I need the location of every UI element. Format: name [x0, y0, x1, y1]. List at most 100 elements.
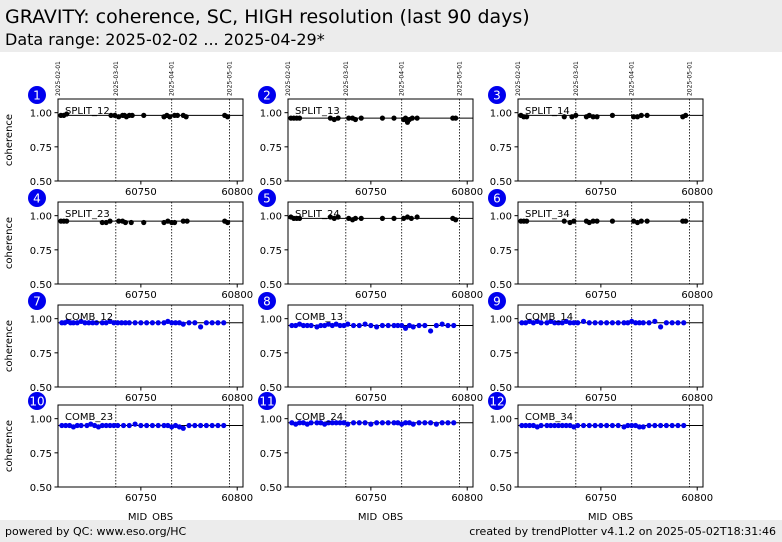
data-point	[122, 219, 129, 226]
y-tick-label: 0.50	[490, 483, 512, 494]
panel-label: COMB_12	[65, 312, 113, 323]
data-point	[638, 218, 644, 224]
data-point	[198, 324, 204, 330]
x-tick-label: 60800	[221, 290, 253, 301]
data-point	[99, 219, 105, 226]
panel-label: SPLIT_24	[295, 209, 340, 220]
data-point	[103, 422, 109, 429]
data-point	[129, 112, 135, 118]
date-marker-label: 2025-03-01	[573, 61, 580, 96]
data-point	[580, 422, 587, 429]
data-point	[548, 422, 554, 429]
chart-panel-split-34: 0.50 0.75 1.00 60750 60800 SPLIT_34 6	[488, 189, 713, 301]
data-point	[573, 112, 579, 118]
data-point	[138, 320, 144, 326]
date-marker-label: 2025-04-01	[399, 61, 406, 96]
data-point	[652, 318, 658, 324]
chart-panel-split-24: 0.50 0.75 1.00 60750 60800 SPLIT_24 5	[258, 189, 483, 301]
data-point	[333, 420, 339, 426]
data-point	[526, 422, 533, 429]
data-point	[155, 422, 161, 429]
panel-label: COMB_13	[295, 312, 343, 323]
data-point	[567, 320, 573, 326]
data-point	[681, 320, 687, 326]
chart-panel-comb-12: 0.50 0.75 1.00 60750 60800 COMB_12 7 coherence	[4, 292, 253, 404]
data-point	[174, 112, 181, 118]
data-point	[669, 320, 675, 326]
y-tick-label: 0.75	[490, 349, 512, 360]
data-point	[335, 115, 341, 121]
x-axis-label: MJD_OBS	[358, 512, 403, 520]
data-point	[379, 215, 386, 221]
data-point	[221, 422, 227, 429]
data-point	[524, 114, 530, 120]
panel-number-badge	[258, 292, 276, 310]
data-range-subtitle: Data range: 2025-02-02 ... 2025-04-29*	[5, 30, 325, 49]
data-point	[414, 115, 420, 121]
x-tick-label: 60800	[451, 393, 483, 404]
panel-label: SPLIT_13	[295, 106, 340, 117]
data-point	[304, 322, 310, 329]
data-point	[638, 112, 644, 118]
data-point	[422, 322, 428, 329]
data-point	[428, 328, 434, 334]
chart-panel-comb-34: 0.50 0.75 1.00 60750 60800 COMB_34 12 MJD_OBS	[488, 392, 713, 520]
data-point	[308, 420, 314, 426]
powered-by-note: powered by QC: www.eso.org/HC	[5, 525, 187, 538]
data-point	[59, 422, 65, 429]
created-by-note: created by trendPlotter v4.1.2 on 2025-0…	[469, 525, 776, 538]
y-tick-label: 0.50	[30, 383, 52, 394]
y-tick-label: 1.00	[490, 415, 512, 426]
data-point	[345, 421, 351, 427]
data-point	[571, 320, 577, 326]
panel-number: 5	[263, 192, 271, 206]
data-point	[422, 420, 428, 426]
date-marker-label: 2025-05-01	[457, 61, 464, 96]
data-point	[544, 422, 550, 429]
plot-frame	[287, 304, 474, 388]
data-point	[681, 422, 687, 429]
x-tick-label: 60800	[681, 493, 713, 504]
data-point	[609, 422, 616, 429]
panel-number: 3	[493, 89, 501, 103]
data-point	[128, 219, 134, 226]
data-point	[391, 420, 397, 426]
data-point	[675, 320, 681, 326]
data-point	[453, 217, 459, 223]
y-axis-label: coherence	[4, 114, 15, 166]
data-point	[138, 422, 144, 429]
data-point	[453, 115, 459, 121]
data-point	[289, 322, 295, 329]
data-point	[615, 422, 621, 429]
data-point	[683, 218, 689, 224]
data-point	[538, 422, 544, 429]
x-tick-label: 60750	[125, 393, 157, 404]
data-point	[563, 422, 569, 429]
data-point	[519, 422, 525, 429]
chart-panel-comb-13: 0.50 0.75 1.00 60750 60800 COMB_13 8	[258, 292, 483, 404]
plot-frame	[57, 404, 244, 488]
x-tick-label: 60750	[355, 290, 387, 301]
date-marker-label: 2025-03-01	[343, 61, 350, 96]
y-tick-label: 0.75	[30, 143, 52, 154]
y-tick-label: 0.50	[30, 280, 52, 291]
chart-panel-split-23: 0.50 0.75 1.00 60750 60800 SPLIT_23 4 coherence	[4, 189, 253, 301]
x-tick-label: 60750	[125, 187, 157, 198]
data-point	[86, 320, 92, 326]
data-point	[296, 115, 303, 121]
data-point	[416, 322, 422, 329]
date-marker-label: 2025-02-01	[285, 61, 292, 96]
panel-number: 6	[493, 192, 501, 206]
data-point	[416, 420, 422, 426]
data-point	[167, 114, 173, 120]
data-point	[632, 320, 639, 326]
y-tick-label: 0.50	[260, 483, 282, 494]
chart-panel-split-13: 2025-02-01 2025-03-01 2025-04-01 2025-05-01…	[258, 61, 483, 198]
data-point	[428, 420, 434, 426]
panel-number: 1	[33, 89, 41, 103]
data-point	[414, 214, 420, 220]
data-point	[391, 215, 397, 221]
data-point	[337, 322, 343, 329]
data-point	[329, 420, 335, 426]
data-point	[598, 320, 604, 326]
